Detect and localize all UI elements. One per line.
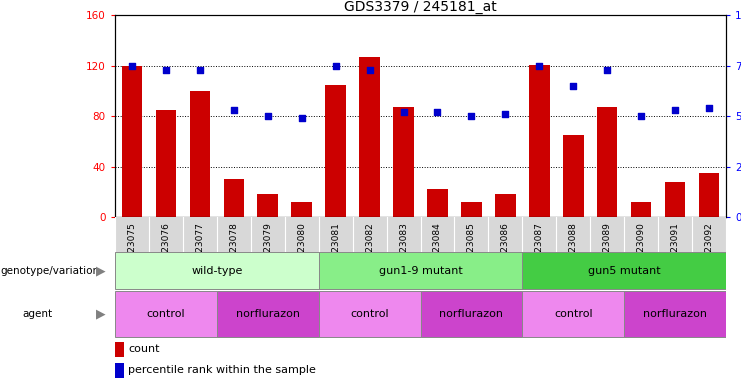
Point	[194, 67, 206, 73]
Bar	[319, 252, 522, 289]
Text: norflurazon: norflurazon	[236, 309, 299, 319]
Bar	[665, 182, 685, 217]
Point	[398, 109, 410, 115]
Bar	[420, 291, 522, 337]
Text: wild-type: wild-type	[191, 266, 242, 276]
Text: GSM323078: GSM323078	[229, 222, 238, 277]
Point	[364, 67, 376, 73]
Text: ▶: ▶	[96, 264, 106, 277]
Bar	[529, 65, 550, 217]
Text: percentile rank within the sample: percentile rank within the sample	[128, 366, 316, 376]
Bar	[291, 202, 312, 217]
Text: GSM323087: GSM323087	[535, 222, 544, 277]
Point	[262, 113, 273, 119]
Bar	[522, 252, 726, 289]
Point	[635, 113, 647, 119]
Point	[534, 63, 545, 69]
Bar	[495, 194, 516, 217]
Bar	[393, 108, 413, 217]
Text: GSM323092: GSM323092	[705, 222, 714, 277]
Bar	[428, 189, 448, 217]
Text: ▶: ▶	[96, 308, 106, 320]
Text: GSM323091: GSM323091	[671, 222, 679, 277]
Bar	[522, 291, 624, 337]
Point	[465, 113, 477, 119]
Text: control: control	[147, 309, 185, 319]
Text: GSM323079: GSM323079	[263, 222, 272, 277]
Text: count: count	[128, 344, 160, 354]
Bar	[122, 66, 142, 217]
Text: control: control	[554, 309, 593, 319]
Bar	[115, 291, 216, 337]
Point	[499, 111, 511, 117]
Bar	[563, 135, 583, 217]
Text: GSM323086: GSM323086	[501, 222, 510, 277]
Point	[160, 67, 172, 73]
Bar	[319, 291, 421, 337]
Text: GSM323076: GSM323076	[162, 222, 170, 277]
Bar	[699, 173, 720, 217]
Text: GSM323084: GSM323084	[433, 222, 442, 277]
Text: GSM323082: GSM323082	[365, 222, 374, 277]
Bar	[624, 291, 726, 337]
Bar	[325, 84, 346, 217]
Text: GSM323083: GSM323083	[399, 222, 408, 277]
Bar	[461, 202, 482, 217]
Text: genotype/variation: genotype/variation	[0, 266, 99, 276]
Point	[296, 115, 308, 121]
Text: GSM323081: GSM323081	[331, 222, 340, 277]
Bar	[216, 291, 319, 337]
Title: GDS3379 / 245181_at: GDS3379 / 245181_at	[344, 0, 497, 14]
Text: GSM323075: GSM323075	[127, 222, 136, 277]
Text: GSM323080: GSM323080	[297, 222, 306, 277]
Bar	[156, 110, 176, 217]
Bar	[190, 91, 210, 217]
Bar	[115, 363, 124, 378]
Bar	[258, 194, 278, 217]
Point	[602, 67, 614, 73]
Bar	[359, 57, 379, 217]
Text: GSM323077: GSM323077	[196, 222, 205, 277]
Bar	[115, 252, 319, 289]
Point	[227, 107, 239, 113]
Point	[330, 63, 342, 69]
Text: GSM323090: GSM323090	[637, 222, 645, 277]
Bar	[224, 179, 244, 217]
Bar	[597, 108, 617, 217]
Bar	[115, 342, 124, 357]
Text: GSM323088: GSM323088	[569, 222, 578, 277]
Text: norflurazon: norflurazon	[439, 309, 503, 319]
Text: agent: agent	[22, 309, 53, 319]
Text: norflurazon: norflurazon	[643, 309, 707, 319]
Point	[669, 107, 681, 113]
Text: gun5 mutant: gun5 mutant	[588, 266, 661, 276]
Point	[568, 83, 579, 89]
Bar	[631, 202, 651, 217]
Text: control: control	[350, 309, 389, 319]
Point	[431, 109, 443, 115]
Text: GSM323085: GSM323085	[467, 222, 476, 277]
Text: GSM323089: GSM323089	[603, 222, 612, 277]
Text: gun1-9 mutant: gun1-9 mutant	[379, 266, 462, 276]
Point	[126, 63, 138, 69]
Point	[703, 105, 715, 111]
